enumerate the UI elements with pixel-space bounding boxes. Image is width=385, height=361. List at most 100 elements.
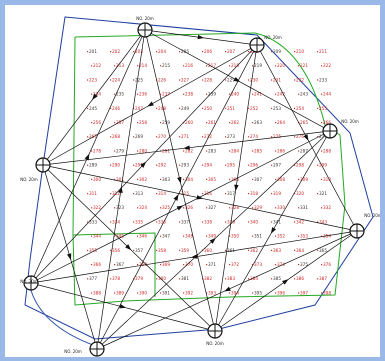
grid-point-marker (91, 207, 93, 209)
grid-point-label: 256 (93, 120, 101, 125)
grid-point-marker (133, 107, 135, 109)
direction-arrow-icon (197, 34, 205, 40)
grid-point-label: 294 (204, 163, 212, 168)
grid-point-marker (183, 292, 185, 294)
grid-point-marker (87, 107, 89, 109)
grid-point-label: 232 (296, 77, 304, 82)
grid-point-marker (137, 235, 139, 237)
grid-point-label: 213 (116, 63, 124, 68)
station-label: NO. 20m (341, 119, 359, 124)
direction-arrow-icon (209, 237, 216, 244)
grid-point-label: 377 (89, 276, 97, 281)
station-1[interactable]: NO. 20m (136, 16, 154, 38)
station-2[interactable]: NO. 20m (249, 35, 282, 53)
grid-point-label: 215 (162, 63, 170, 68)
grid-point-label: 394 (231, 290, 239, 295)
grid-point-marker (137, 150, 139, 152)
grid-point-marker (87, 164, 89, 166)
grid-point-marker (271, 249, 273, 251)
grid-point-label: 214 (139, 63, 147, 68)
grid-point-marker (87, 221, 89, 223)
grid-point-label: 219 (254, 63, 262, 68)
station-8[interactable]: NO. 20m (64, 341, 105, 357)
grid-point-label: 392 (185, 290, 193, 295)
grid-point-label: 313 (135, 191, 143, 196)
grid-point-marker (91, 122, 93, 124)
grid-point-marker (114, 65, 116, 67)
grid-point-label: 322 (93, 205, 101, 210)
boundary-arc (29, 286, 94, 346)
grid-point-marker (114, 178, 116, 180)
grid-point-label: 207 (227, 49, 235, 54)
grid-point-label: 241 (254, 92, 262, 97)
station-7[interactable]: NO. 20m (206, 323, 224, 346)
station-label: NO. 20m (264, 35, 282, 40)
grid-point-marker (206, 264, 208, 266)
grid-point-label: 367 (116, 262, 124, 267)
grid-point-marker (225, 136, 227, 138)
station-3[interactable]: NO. 20m (322, 119, 359, 139)
grid-point-label: 326 (185, 205, 193, 210)
grid-point-label: 397 (300, 290, 308, 295)
grid-point-label: 265 (300, 120, 308, 125)
grid-point-marker (252, 292, 254, 294)
drawing-canvas[interactable]: 2012022032042052062072082092102112122132… (5, 5, 382, 357)
grid-point-label: 321 (319, 191, 327, 196)
grid-point-marker (160, 122, 162, 124)
grid-point-marker (137, 207, 139, 209)
grid-point-label: 292 (158, 163, 166, 168)
grid-point-marker (294, 79, 296, 81)
grid-point-label: 286 (277, 148, 285, 153)
grid-point-label: 378 (112, 276, 120, 281)
grid-point-label: 282 (185, 148, 193, 153)
grid-point-marker (114, 150, 116, 152)
grid-point-marker (252, 235, 254, 237)
grid-point-label: 236 (139, 92, 147, 97)
grid-point-marker (225, 278, 227, 280)
grid-point-marker (317, 221, 319, 223)
grid-point-label: 358 (158, 248, 166, 253)
grid-point-marker (248, 51, 250, 53)
grid-point-marker (294, 193, 296, 195)
grid-point-marker (271, 193, 273, 195)
grid-point-label: 351 (254, 234, 262, 239)
grid-point-marker (179, 107, 181, 109)
grid-point-marker (87, 136, 89, 138)
grid-point-label: 329 (254, 205, 262, 210)
grid-point-label: 253 (273, 106, 281, 111)
grid-point-label: 290 (112, 163, 120, 168)
grid-point-label: 238 (185, 92, 193, 97)
grid-point-label: 301 (116, 177, 124, 182)
grid-point-marker (321, 93, 323, 95)
grid-point-marker (225, 249, 227, 251)
direction-arrow-icon (92, 93, 98, 101)
grid-point-marker (156, 221, 158, 223)
grid-point-marker (156, 249, 158, 251)
grid-point-label: 362 (250, 248, 258, 253)
grid-point-marker (110, 193, 112, 195)
station-5[interactable]: NO. 20m (349, 213, 382, 239)
grid-point-marker (229, 65, 231, 67)
station-4[interactable]: NO. 20m (20, 157, 51, 182)
grid-point-label: 361 (227, 248, 235, 253)
grid-point-label: 333 (89, 219, 97, 224)
grid-point-label: 255 (319, 106, 327, 111)
direction-arrow-icon (176, 205, 184, 211)
station-6[interactable]: NO. 20m (20, 275, 39, 291)
direction-arrow-icon (173, 194, 179, 201)
grid-point-marker (156, 51, 158, 53)
grid-point-label: 374 (277, 262, 285, 267)
grid-point-marker (271, 136, 273, 138)
station-label: NO. 20m (364, 213, 380, 218)
grid-point-label: 260 (185, 120, 193, 125)
direction-arrow-icon (177, 176, 182, 184)
grid-point-label: 316 (204, 191, 212, 196)
grid-point-marker (294, 164, 296, 166)
grid-point-label: 293 (181, 163, 189, 168)
grid-point-marker (271, 221, 273, 223)
grid-point-marker (248, 193, 250, 195)
grid-point-label: 325 (162, 205, 170, 210)
grid-point-label: 223 (89, 77, 97, 82)
grid-point-label: 315 (181, 191, 189, 196)
grid-point-label: 251 (227, 106, 235, 111)
